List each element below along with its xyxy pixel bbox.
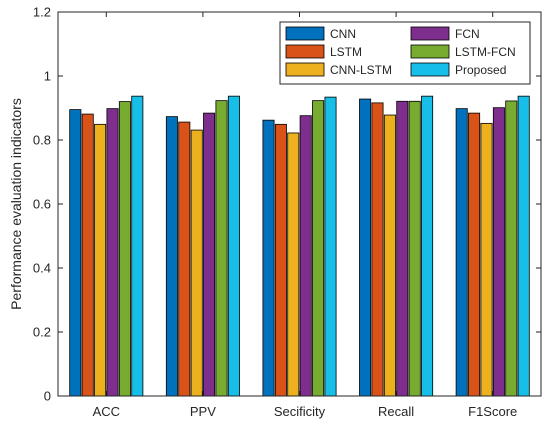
y-tick-label: 0.8 [33, 133, 51, 148]
bar-lstm-fcn-secificity [312, 100, 325, 397]
bar-cnn-recall [359, 98, 372, 397]
bar-lstm-acc [81, 113, 94, 397]
legend-label-cnn: CNN [330, 27, 356, 41]
legend-swatch [410, 26, 450, 41]
legend-label-proposed: Proposed [455, 63, 506, 77]
bar-proposed-ppv [227, 95, 240, 397]
y-axis-label: Performance evaluation indicators [8, 98, 24, 310]
bar-cnn-ppv [165, 116, 178, 397]
legend-swatch [285, 62, 325, 77]
bar-fcn-ppv [203, 112, 216, 397]
bar-cnn-acc [69, 109, 82, 397]
x-tick-label-f1score: F1Score [468, 404, 517, 419]
legend-label-fcn: FCN [455, 27, 480, 41]
bar-proposed-recall [421, 95, 434, 397]
bar-lstm-fcn-acc [118, 101, 131, 397]
bar-lstm-fcn-f1score [505, 100, 518, 397]
bar-cnn-lstm-f1score [480, 122, 493, 397]
bar-lstm-fcn-recall [408, 100, 421, 397]
bar-fcn-secificity [299, 115, 312, 397]
legend: CNN LSTM CNN-LSTM FCN LSTM-FCN Proposed [279, 21, 531, 85]
x-axis-ticks: ACC PPV Secificity Recall F1Score [93, 12, 517, 419]
bar-cnn-lstm-ppv [190, 129, 203, 397]
legend-swatch [410, 62, 450, 77]
bar-fcn-f1score [492, 107, 505, 397]
bar-lstm-recall [371, 102, 384, 397]
y-tick-label: 1.2 [33, 5, 51, 20]
bar-lstm-secificity [274, 123, 287, 397]
legend-swatch [285, 44, 325, 59]
bar-proposed-acc [131, 95, 144, 397]
x-tick-label-recall: Recall [378, 404, 414, 419]
bar-cnn-lstm-secificity [287, 132, 300, 397]
y-tick-label: 1 [44, 69, 51, 84]
legend-swatch [410, 44, 450, 59]
legend-label-lstm-fcn: LSTM-FCN [455, 45, 516, 59]
bar-fcn-recall [396, 100, 409, 397]
legend-label-cnn-lstm: CNN-LSTM [330, 63, 392, 77]
y-tick-label: 0.2 [33, 325, 51, 340]
y-axis-ticks: 0 0.2 0.4 0.6 0.8 1 1.2 [33, 5, 541, 404]
x-tick-label-acc: ACC [93, 404, 120, 419]
bars-group [69, 95, 530, 397]
x-tick-label-secificity: Secificity [274, 404, 326, 419]
y-tick-label: 0 [44, 389, 51, 404]
legend-label-lstm: LSTM [330, 45, 362, 59]
bar-proposed-secificity [324, 96, 337, 397]
bar-fcn-acc [106, 108, 119, 397]
y-tick-label: 0.6 [33, 197, 51, 212]
y-tick-label: 0.4 [33, 261, 51, 276]
bar-lstm-ppv [178, 121, 191, 397]
bar-cnn-f1score [455, 108, 468, 397]
bar-proposed-f1score [517, 95, 530, 397]
bar-cnn-lstm-acc [94, 123, 107, 397]
legend-swatch [285, 26, 325, 41]
x-tick-label-ppv: PPV [190, 404, 216, 419]
bar-lstm-fcn-ppv [215, 100, 228, 397]
bar-cnn-secificity [262, 119, 275, 397]
bar-lstm-f1score [468, 112, 481, 397]
bar-cnn-lstm-recall [383, 114, 396, 397]
